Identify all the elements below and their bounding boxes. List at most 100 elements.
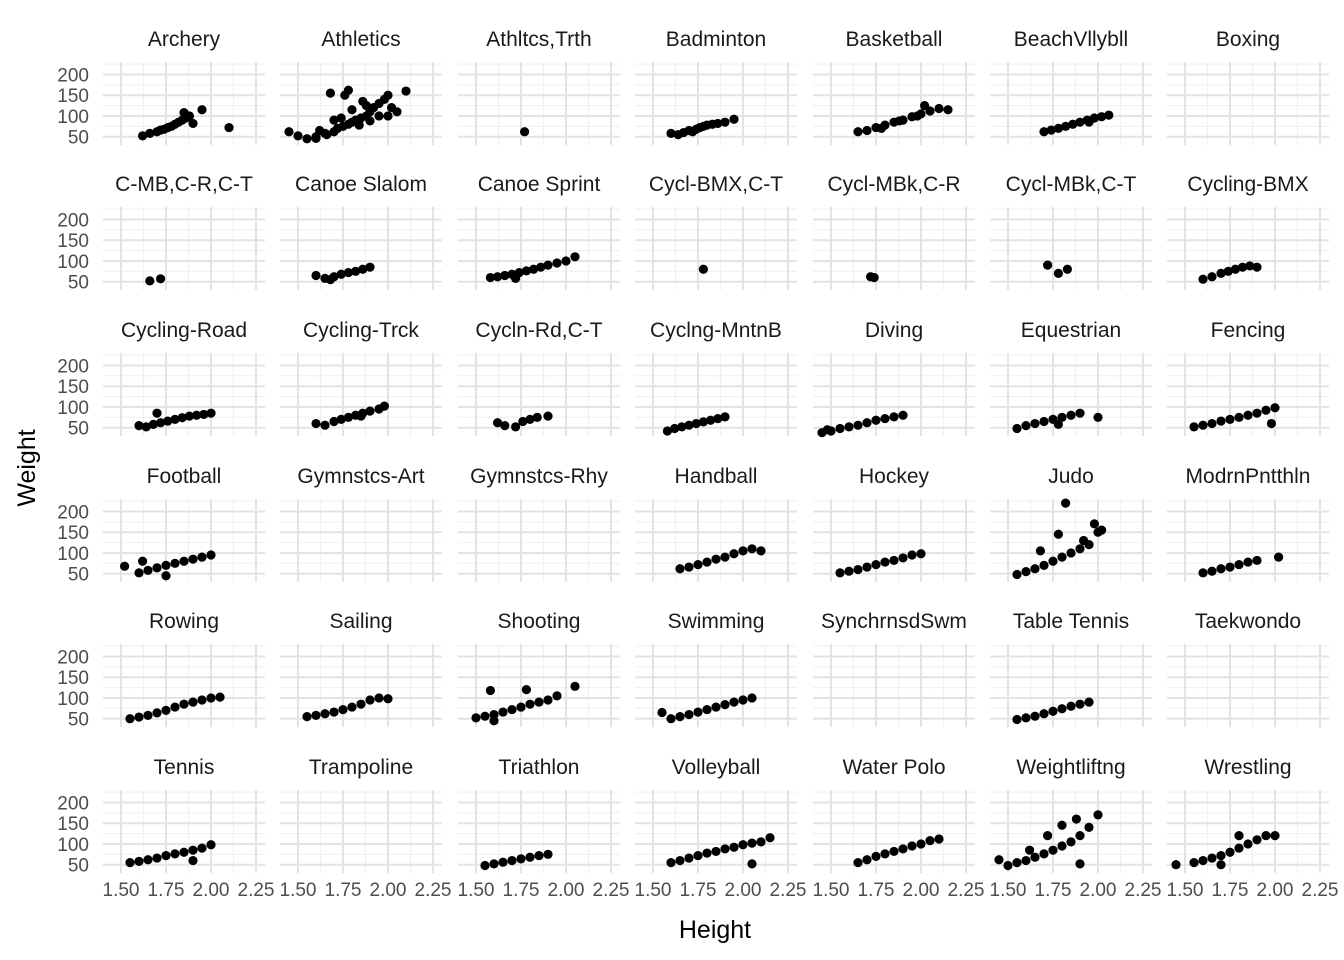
data-point [500,421,510,431]
data-point [1048,706,1058,716]
facet-label: C-MB,C-R,C-T [115,173,253,196]
data-point [1216,416,1226,426]
data-point [747,859,757,869]
data-point [197,843,207,853]
data-point [1057,552,1067,562]
x-tick-label: 2.00 [1080,880,1117,901]
data-point [570,681,580,691]
facet-label: Table Tennis [1013,610,1129,633]
data-point [392,107,402,117]
data-point [134,856,144,866]
data-point [889,555,899,566]
data-point [365,695,375,705]
facet-panel: Wrestling 1.50 1.75 2.00 2.25 [1167,756,1339,901]
data-point [188,554,198,564]
facet-label: Taekwondo [1195,610,1301,633]
y-tick-label: 100 [57,107,89,128]
data-point [161,560,171,571]
data-point [156,418,166,428]
data-point [702,557,712,567]
data-point [1061,121,1071,131]
data-point [374,693,384,703]
data-point [1066,548,1076,558]
data-point [145,128,155,138]
y-tick-label: 200 [57,356,89,377]
data-point [1057,841,1067,851]
data-point [844,422,854,432]
data-point [1012,569,1022,580]
facet-label: Judo [1048,465,1094,488]
data-point [934,834,944,844]
data-point [907,550,917,560]
data-point [534,850,544,861]
x-tick-label: 2.25 [1125,880,1162,901]
data-point [1075,408,1085,418]
data-point [1079,535,1089,546]
data-point [698,417,709,427]
data-point [338,704,348,715]
data-point [199,409,209,420]
facet-panel: Taekwondo [1167,610,1329,727]
facet-panel: Canoe Sprint [458,173,620,290]
data-point [1225,562,1235,572]
facet-panel: Boxing [1167,28,1329,145]
data-point [179,108,189,118]
facet-panel: Diving [813,319,975,438]
data-point [485,272,495,283]
data-point [532,412,542,422]
y-tick-label: 50 [68,710,89,731]
data-point [822,425,833,435]
data-point [1021,567,1031,577]
facet-label: Cyclng-MntnB [650,319,782,342]
data-point [206,840,216,850]
data-point [657,707,667,718]
data-point [702,704,712,715]
data-point [383,694,393,704]
data-point [161,571,171,581]
y-tick-label: 200 [57,647,89,668]
data-point [401,86,411,96]
data-point [1012,858,1022,868]
data-point [1057,820,1067,830]
data-point [1061,498,1071,508]
data-point [869,272,879,283]
data-point [1089,519,1099,529]
facet-panel: Athltcs,Trth [458,28,620,145]
data-point [1053,419,1063,429]
data-point [516,702,526,712]
data-point [510,422,521,432]
data-point [1216,860,1226,870]
data-point [1066,701,1076,711]
data-point [880,849,890,859]
data-point [706,415,716,425]
data-point [1198,568,1208,578]
data-point [1171,860,1181,870]
data-point [329,707,339,717]
data-point [336,113,346,123]
data-point [880,557,890,567]
data-point [520,127,530,137]
data-point [543,849,553,859]
data-point [1053,529,1063,539]
facet-panel: Hockey [813,465,975,582]
data-point [880,413,890,424]
data-point [1075,699,1085,709]
facet-panel: Athletics [280,28,442,145]
data-point [1225,847,1235,857]
x-tick-label: 1.75 [503,880,540,901]
data-point [493,272,503,282]
data-point [1252,408,1262,418]
data-point [177,413,187,423]
data-point [1216,268,1226,278]
data-point [711,554,721,564]
facet-panel: ModrnPntthln [1167,465,1329,582]
data-point [489,859,499,869]
x-tick-label: 1.75 [1035,880,1072,901]
y-tick-label: 150 [57,86,89,107]
x-tick-label: 2.25 [770,880,807,901]
x-tick-label: 2.00 [193,880,230,901]
facet-label: Equestrian [1021,319,1121,342]
data-point [197,105,207,115]
y-tick-label: 50 [68,273,89,294]
